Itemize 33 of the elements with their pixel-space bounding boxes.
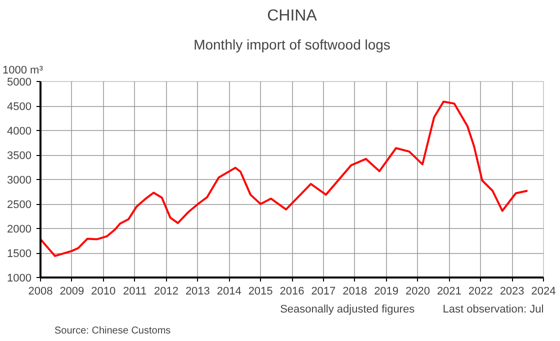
x-tick-label: 2023 bbox=[500, 286, 524, 298]
chart-subtitle: Monthly import of softwood logs bbox=[194, 36, 390, 52]
x-tick-label: 2012 bbox=[154, 286, 178, 298]
x-tick-label: 2015 bbox=[248, 286, 273, 298]
x-tick-label: 2010 bbox=[91, 286, 116, 298]
x-tick-label: 2024 bbox=[531, 286, 556, 298]
x-tick-label: 2021 bbox=[436, 286, 462, 298]
x-tick-label: 2008 bbox=[28, 286, 53, 298]
y-tick-label: 2000 bbox=[7, 224, 32, 236]
y-tick-label: 4500 bbox=[7, 101, 32, 113]
x-tick-label: 2016 bbox=[280, 286, 304, 298]
text: Seasonally adjusted figures bbox=[280, 304, 416, 316]
x-tick-label: 2018 bbox=[342, 286, 368, 298]
y-tick-label: 4000 bbox=[7, 126, 32, 138]
x-tick-label: 2009 bbox=[60, 286, 84, 298]
y-tick-label: 1000 bbox=[7, 272, 32, 284]
y-axis-title: 1000 m³ bbox=[2, 64, 44, 76]
x-tick-label: 2013 bbox=[185, 286, 210, 298]
chart-title: CHINA bbox=[267, 8, 318, 24]
y-tick-label: 1500 bbox=[7, 248, 32, 260]
x-tick-label: 2014 bbox=[216, 286, 242, 298]
y-tick-label: 2500 bbox=[7, 199, 32, 211]
y-tick-label: 3500 bbox=[7, 150, 32, 162]
x-tick-label: 2019 bbox=[374, 286, 399, 298]
x-tick-label: 2017 bbox=[311, 286, 336, 298]
text: Last observation: Jul bbox=[442, 304, 544, 316]
y-tick-label: 5000 bbox=[7, 76, 32, 88]
x-tick-label: 2020 bbox=[406, 286, 430, 298]
line-series bbox=[40, 100, 528, 257]
x-tick-label: 2011 bbox=[122, 286, 147, 298]
x-tick-label: 2022 bbox=[468, 286, 493, 298]
source-note: Source: Chinese Customs bbox=[54, 326, 171, 336]
y-tick-label: 3000 bbox=[7, 174, 32, 186]
